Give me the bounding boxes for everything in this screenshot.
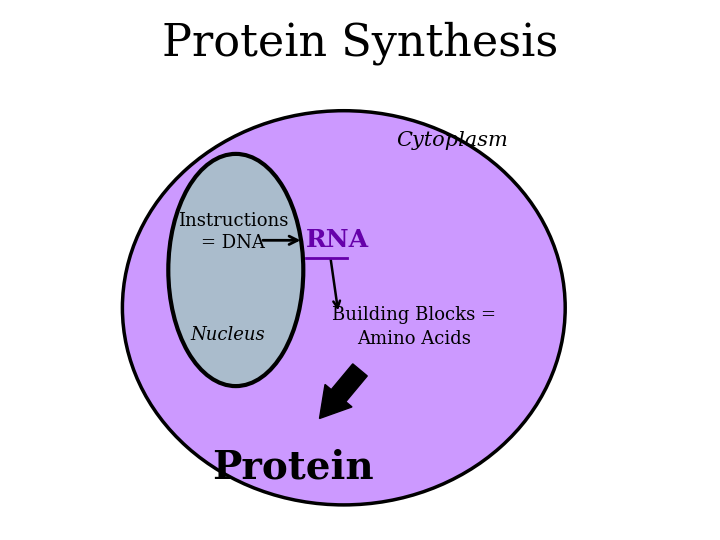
Text: Cytoplasm: Cytoplasm <box>396 131 508 150</box>
Ellipse shape <box>122 111 565 505</box>
Text: Building Blocks =
Amino Acids: Building Blocks = Amino Acids <box>332 306 496 348</box>
Text: Protein: Protein <box>212 448 373 486</box>
Text: RNA: RNA <box>306 228 369 252</box>
FancyArrow shape <box>320 364 367 418</box>
Text: Nucleus: Nucleus <box>190 326 265 344</box>
Text: Protein Synthesis: Protein Synthesis <box>162 22 558 65</box>
Text: Instructions
= DNA: Instructions = DNA <box>178 212 288 252</box>
Ellipse shape <box>168 154 303 386</box>
